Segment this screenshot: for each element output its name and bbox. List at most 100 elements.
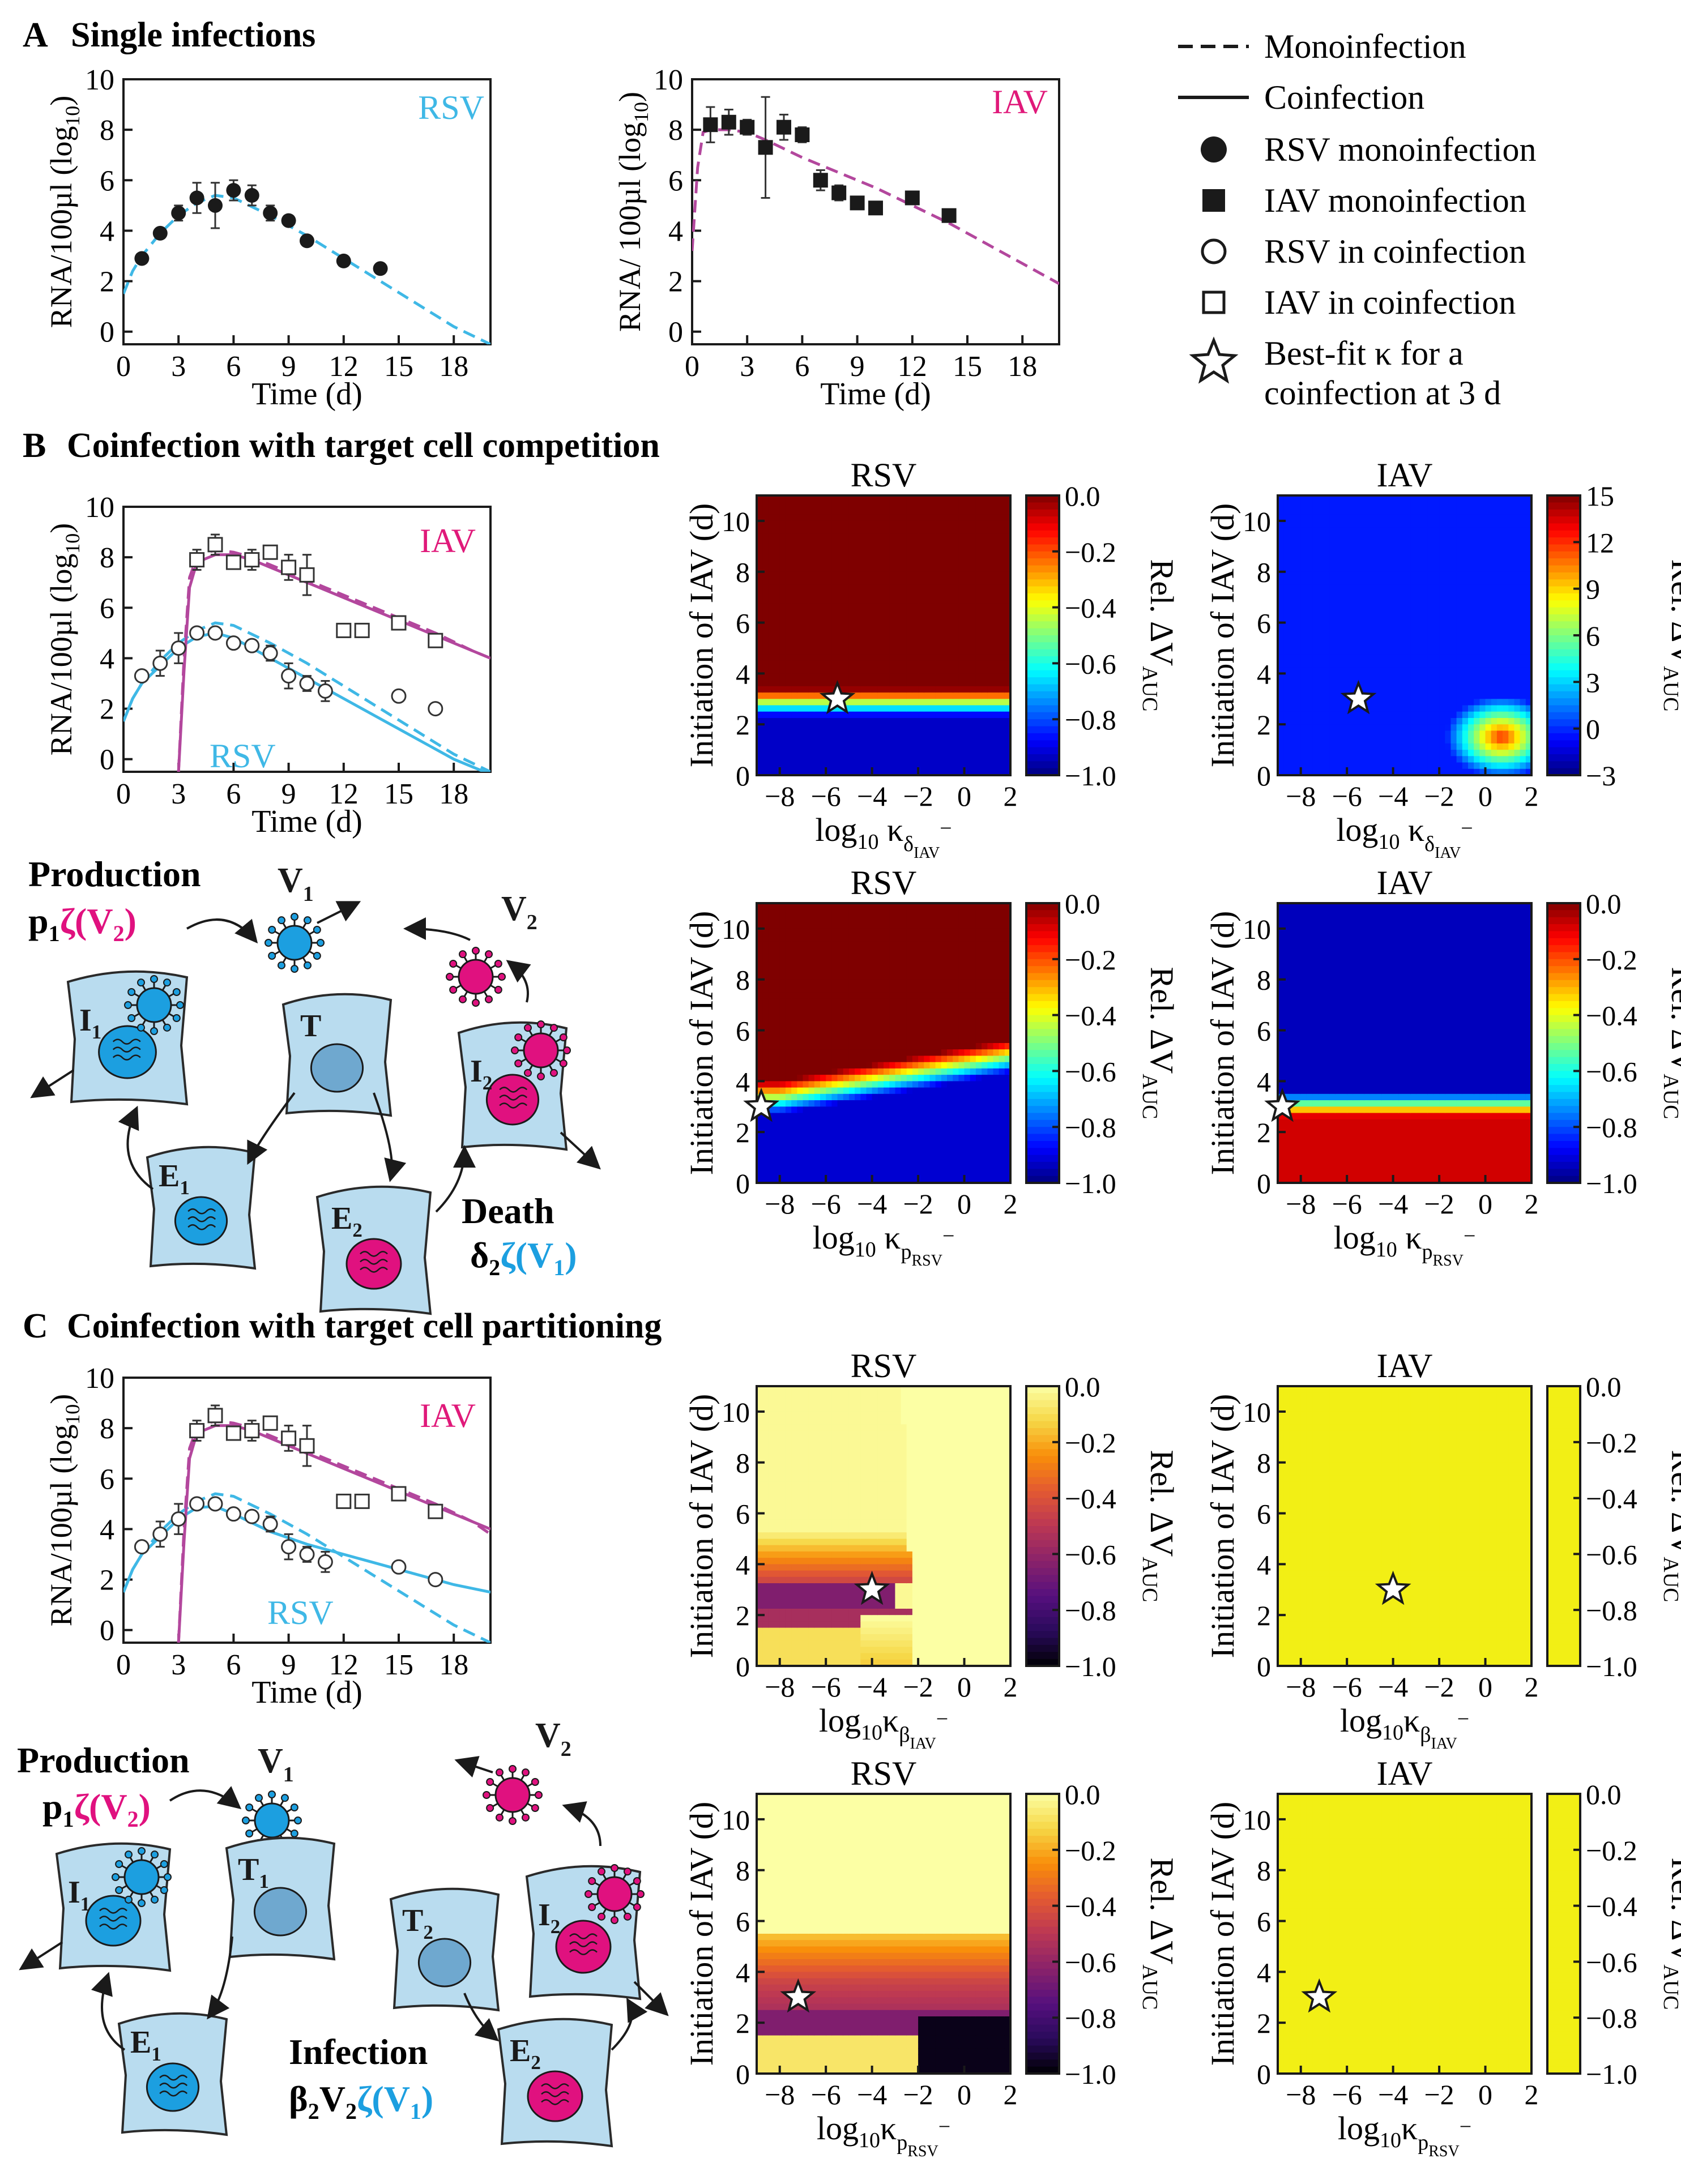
heat-cell: [1462, 654, 1469, 661]
heat-cell: [929, 756, 936, 763]
heat-cell: [884, 730, 890, 738]
heat-cell: [929, 565, 936, 572]
heat-cell: [1358, 654, 1365, 661]
heat-cell: [964, 533, 971, 541]
heat-cell: [1525, 527, 1532, 535]
heat-cell: [1491, 571, 1497, 579]
heat-cell: [947, 508, 953, 515]
heat-cell: [1295, 679, 1302, 687]
heat-cell: [779, 495, 786, 502]
heat-cell: [1520, 616, 1526, 623]
heat-cell: [1479, 654, 1486, 661]
heat-cell: [912, 737, 919, 744]
data-point: [300, 233, 314, 249]
heat-cell: [757, 699, 763, 706]
heat-cell: [779, 947, 786, 955]
heat-cell: [803, 1138, 809, 1146]
data-point: [189, 1496, 205, 1512]
heat-cell: [1295, 667, 1302, 674]
heat-cell: [1341, 724, 1347, 732]
heat-cell: [1387, 679, 1394, 687]
heat-cell: [1393, 660, 1400, 668]
heat-cell: [877, 502, 884, 509]
x-tick-label: 0: [116, 351, 131, 383]
data-point: [244, 1508, 260, 1524]
heat-cell: [1474, 673, 1481, 681]
heat-cell: [843, 654, 850, 661]
heat-cell: [1295, 629, 1302, 636]
heat-cell: [808, 973, 815, 980]
heat-cell: [860, 762, 867, 770]
heat-cell: [797, 495, 804, 502]
heat-cell: [1318, 571, 1325, 579]
heat-cell: [803, 960, 809, 967]
heat-cell: [1295, 756, 1302, 763]
series-line-0: [123, 1492, 490, 1643]
heat-cell: [975, 520, 982, 528]
heat-cell: [1433, 502, 1440, 509]
heat-cell: [987, 679, 994, 687]
y-axis-label-close: ): [44, 1394, 78, 1404]
heat-cell: [970, 642, 976, 649]
heat-cell: [1283, 603, 1290, 610]
heat-cell: [803, 762, 809, 770]
heat-cell: [855, 629, 861, 636]
heat-cell: [797, 616, 804, 623]
heat-cell: [1318, 610, 1325, 617]
heat-cell: [1496, 718, 1503, 725]
heat-cell: [964, 527, 971, 535]
heat-cell: [1479, 660, 1486, 668]
heat-cell: [941, 495, 948, 502]
heat-cell: [785, 998, 792, 1006]
heat-cell: [1312, 730, 1319, 738]
heat-cell: [1324, 660, 1330, 668]
heat-cell: [1312, 565, 1319, 572]
heat-cell: [901, 648, 907, 655]
heat-cell: [757, 520, 763, 528]
heat-cell: [837, 660, 844, 668]
heat-cell: [1485, 648, 1492, 655]
filled-square-icon: [1202, 189, 1225, 212]
heat-cell: [1381, 686, 1388, 693]
heat-cell: [768, 1062, 775, 1069]
heat-cell: [791, 654, 798, 661]
heat-cell: [924, 502, 931, 509]
heat-cell: [987, 610, 994, 617]
heat-cell: [779, 1132, 786, 1139]
heat-cell: [901, 597, 907, 604]
heat-cell: [1525, 610, 1532, 617]
heat-cell: [785, 1151, 792, 1158]
heat-cell: [924, 495, 931, 502]
heat-cell: [1427, 508, 1434, 515]
heat-cell: [999, 743, 1005, 750]
heat-cell: [779, 909, 786, 917]
heat-cell: [826, 724, 833, 732]
colorbar-cell: [1026, 768, 1059, 776]
heat-cell: [820, 711, 826, 719]
heat-cell: [982, 495, 988, 502]
heat-cell: [762, 584, 769, 592]
heat-cell: [1485, 667, 1492, 674]
heat-cell: [814, 1036, 821, 1044]
heat-cell: [774, 947, 780, 955]
heat-cell: [803, 693, 809, 699]
heat-cell: [1387, 495, 1394, 502]
heat-cell: [797, 578, 804, 585]
heat-cell: [906, 756, 913, 763]
heat-cell: [1369, 540, 1376, 547]
heat-cell: [762, 616, 769, 623]
heat-cell: [1283, 693, 1290, 699]
heat-cell: [808, 1081, 815, 1088]
heat-cell: [797, 591, 804, 598]
heat-cell: [860, 559, 867, 566]
heat-cell: [929, 711, 936, 719]
heat-cell: [803, 1011, 809, 1018]
heat-cell: [762, 756, 769, 763]
heat-cell: [1358, 718, 1365, 725]
heat-cell: [757, 660, 763, 668]
heat-cell: [1353, 610, 1359, 617]
heat-cell: [901, 565, 907, 572]
heat-cell: [774, 520, 780, 528]
heat-cell: [935, 705, 942, 712]
heat-cell: [1416, 679, 1423, 687]
